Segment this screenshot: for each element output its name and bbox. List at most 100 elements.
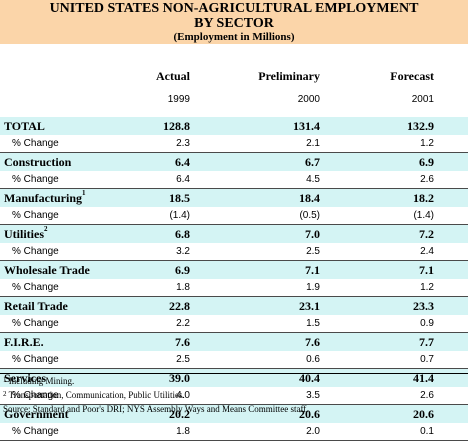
- table-cell: 0.1: [420, 426, 434, 437]
- table-cell: 1.8: [176, 282, 190, 293]
- table-cell: 22.8: [169, 299, 190, 313]
- row-label: TOTAL: [4, 119, 45, 133]
- table-cell: 7.0: [305, 227, 320, 241]
- column-header-actual: Actual: [156, 69, 190, 83]
- pct-change-label: % Change: [12, 282, 59, 293]
- table-cell: 6.9: [419, 155, 434, 169]
- column-header-forecast: Forecast: [390, 69, 434, 83]
- row-divider: [0, 332, 468, 333]
- table-cell: 6.7: [305, 155, 320, 169]
- table-row: Utilities2 6.8 7.0 7.2: [0, 225, 468, 243]
- table-row: Wholesale Trade 6.9 7.1 7.1: [0, 261, 468, 279]
- table-row-pct-change: % Change 2.5 0.6 0.7: [0, 351, 468, 369]
- table-row: Construction 6.4 6.7 6.9: [0, 153, 468, 171]
- table-cell: 2.6: [420, 390, 434, 401]
- pct-change-label: % Change: [12, 426, 59, 437]
- table-cell: 6.9: [175, 263, 190, 277]
- table-cell: 41.4: [413, 371, 434, 385]
- table-cell: 18.2: [413, 191, 434, 205]
- table-subtitle: (Employment in Millions): [173, 31, 295, 43]
- table-cell: 20.6: [413, 407, 434, 421]
- footnote-1: 1 Including Mining.: [3, 376, 75, 386]
- row-label: Wholesale Trade: [4, 263, 90, 277]
- pct-change-label: % Change: [12, 210, 59, 221]
- table-cell: 1.2: [420, 282, 434, 293]
- row-divider: [0, 188, 468, 189]
- table-cell: 0.9: [420, 318, 434, 329]
- table-row: F.I.R.E. 7.6 7.6 7.7: [0, 333, 468, 351]
- table-cell: 18.4: [299, 191, 320, 205]
- pct-change-label: % Change: [12, 318, 59, 329]
- table-cell: 1.5: [306, 318, 320, 329]
- table-row-pct-change: % Change 2.3 2.1 1.2: [0, 135, 468, 153]
- table-cell: 2.5: [306, 246, 320, 257]
- table-cell: 7.7: [419, 335, 434, 349]
- table-cell: 1.9: [306, 282, 320, 293]
- table-row: Manufacturing1 18.5 18.4 18.2: [0, 189, 468, 207]
- pct-change-label: % Change: [12, 390, 59, 401]
- table-row-pct-change: % Change 1.8 1.9 1.2: [0, 279, 468, 297]
- table-cell: (0.5): [299, 210, 320, 221]
- table-cell: 39.0: [169, 371, 190, 385]
- table-cell: 1.2: [420, 138, 434, 149]
- source-note: Source: Standard and Poor's DRI; NYS Ass…: [3, 404, 309, 414]
- row-divider: [0, 368, 468, 369]
- table-cell: 6.4: [175, 155, 190, 169]
- row-divider: [0, 260, 468, 261]
- table-cell: 2.1: [306, 138, 320, 149]
- table-cell: 3.5: [306, 390, 320, 401]
- table-cell: 6.8: [175, 227, 190, 241]
- table-cell: 7.1: [419, 263, 434, 277]
- row-divider: [0, 296, 468, 297]
- table-cell: 7.1: [305, 263, 320, 277]
- pct-change-label: % Change: [12, 138, 59, 149]
- table-cell: 2.6: [420, 174, 434, 185]
- pct-change-label: % Change: [12, 354, 59, 365]
- table-cell: 128.8: [163, 119, 190, 133]
- table-cell: 23.1: [299, 299, 320, 313]
- table-bottom-rule: [0, 373, 468, 374]
- row-divider: [0, 152, 468, 153]
- table-cell: 2.5: [176, 354, 190, 365]
- table-cell: 23.3: [413, 299, 434, 313]
- table-cell: 40.4: [299, 371, 320, 385]
- table-cell: 132.9: [407, 119, 434, 133]
- table-row-pct-change: % Change 3.2 2.5 2.4: [0, 243, 468, 261]
- row-label: F.I.R.E.: [4, 335, 44, 349]
- table-row-pct-change: % Change 2.2 1.5 0.9: [0, 315, 468, 333]
- row-divider: [0, 224, 468, 225]
- table-row: Retail Trade 22.8 23.1 23.3: [0, 297, 468, 315]
- column-year-forecast: 2001: [411, 94, 434, 105]
- table-cell: 3.2: [176, 246, 190, 257]
- pct-change-label: % Change: [12, 174, 59, 185]
- table-cell: 7.6: [305, 335, 320, 349]
- table-cell: 7.2: [419, 227, 434, 241]
- table-cell: 2.4: [420, 246, 434, 257]
- row-label: Retail Trade: [4, 299, 68, 313]
- row-label: Construction: [4, 155, 72, 169]
- table-cell: 0.6: [306, 354, 320, 365]
- table-cell: 7.6: [175, 335, 190, 349]
- table-cell: 2.3: [176, 138, 190, 149]
- table-cell: 2.0: [306, 426, 320, 437]
- title-banner: UNITED STATES NON-AGRICULTURAL EMPLOYMEN…: [0, 0, 468, 44]
- row-divider: [0, 404, 468, 405]
- table-row-pct-change: % Change 1.8 2.0 0.1: [0, 423, 468, 441]
- footnote-2: 2 Transportation, Communication, Public …: [3, 390, 185, 400]
- table-row-pct-change: % Change (1.4) (0.5) (1.4): [0, 207, 468, 225]
- table-cell: 131.4: [293, 119, 320, 133]
- table-cell: 1.8: [176, 426, 190, 437]
- table-title-line2: BY SECTOR: [194, 16, 274, 31]
- table-cell: 18.5: [169, 191, 190, 205]
- table-cell: (1.4): [169, 210, 190, 221]
- table-cell: 6.4: [176, 174, 190, 185]
- row-label: Utilities2: [4, 225, 48, 241]
- table-cell: (1.4): [413, 210, 434, 221]
- column-year-preliminary: 2000: [297, 94, 320, 105]
- table-row: TOTAL 128.8 131.4 132.9: [0, 117, 468, 135]
- column-header-preliminary: Preliminary: [258, 69, 320, 83]
- table-title-line1: UNITED STATES NON-AGRICULTURAL EMPLOYMEN…: [49, 1, 419, 16]
- row-label: Services: [4, 371, 46, 385]
- column-year-actual: 1999: [167, 94, 190, 105]
- pct-change-label: % Change: [12, 246, 59, 257]
